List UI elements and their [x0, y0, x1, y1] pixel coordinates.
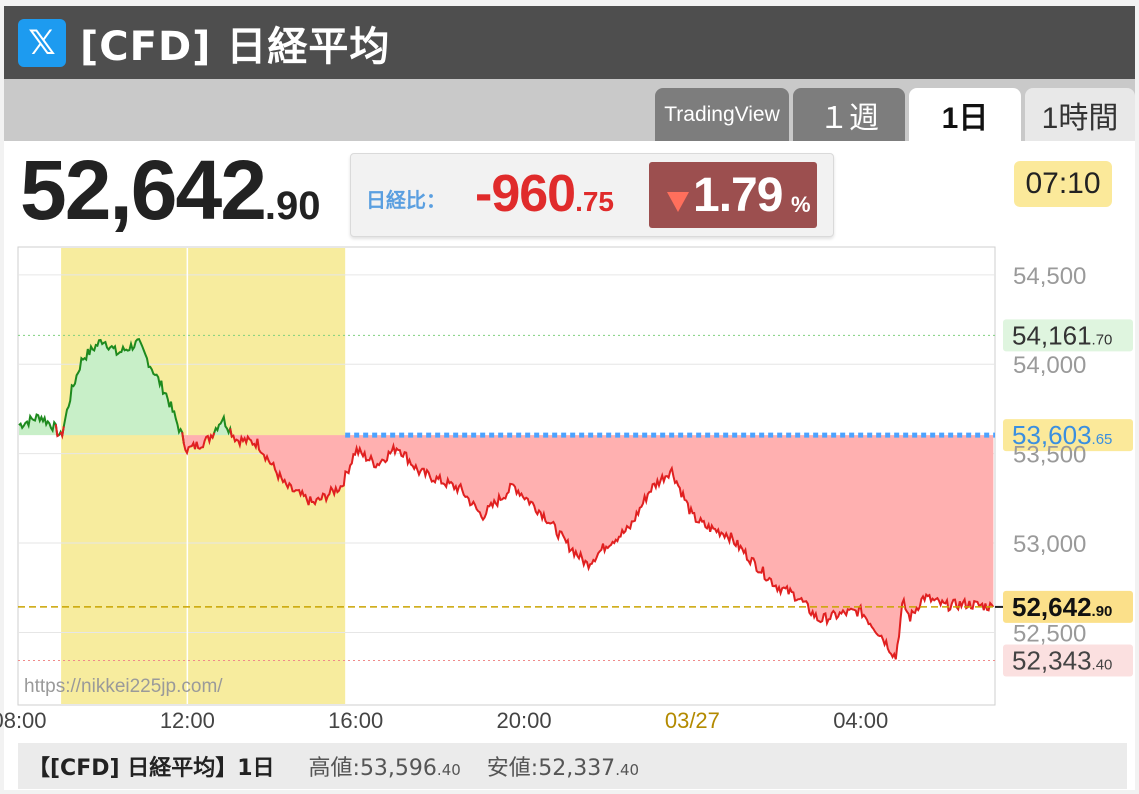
day-low-label: 安値:	[486, 756, 539, 781]
update-time: 07:10	[1014, 161, 1112, 207]
percent-unit: %	[791, 192, 811, 217]
current-price-dec: .90	[264, 184, 321, 228]
day-high-int: 53,596	[359, 756, 437, 781]
change-box: 日経比： -960.75 1.79 %	[350, 153, 834, 237]
change-label: 日経比：	[366, 188, 446, 212]
change-percent-badge: 1.79 %	[649, 162, 817, 228]
tab-1week[interactable]: １週	[793, 88, 905, 141]
page-title: [CFD] 日経平均	[80, 23, 391, 70]
change-value-int: -960	[475, 165, 576, 223]
footer-summary: 【[CFD] 日経平均】1日 高値:53,596.40 安値:52,337.40	[18, 743, 1127, 789]
title-bar: 𝕏 [CFD] 日経平均	[4, 6, 1135, 79]
footer-title: 【[CFD] 日経平均】1日	[28, 756, 275, 781]
day-high: 高値:53,596.40	[309, 750, 461, 782]
current-price: 52,642.90	[20, 148, 321, 232]
timeframe-tabs: TradingView １週 1日 1時間	[4, 79, 1135, 141]
day-low-dec: .40	[615, 761, 640, 779]
tab-1hour[interactable]: 1時間	[1025, 88, 1135, 141]
tab-1day[interactable]: 1日	[909, 88, 1021, 141]
change-value-dec: .75	[575, 186, 615, 217]
down-arrow-icon	[667, 192, 689, 212]
current-price-int: 52,642	[20, 143, 267, 237]
x-logo-icon[interactable]: 𝕏	[18, 18, 66, 67]
day-low-int: 52,337	[538, 756, 616, 781]
day-high-label: 高値:	[308, 756, 360, 781]
chart-panel	[4, 141, 1135, 790]
change-percent: 1.79	[693, 169, 783, 222]
change-value: -960.75	[475, 168, 614, 220]
day-low: 安値:52,337.40	[487, 750, 639, 782]
day-high-dec: .40	[436, 761, 461, 779]
tab-tradingview[interactable]: TradingView	[655, 88, 789, 141]
